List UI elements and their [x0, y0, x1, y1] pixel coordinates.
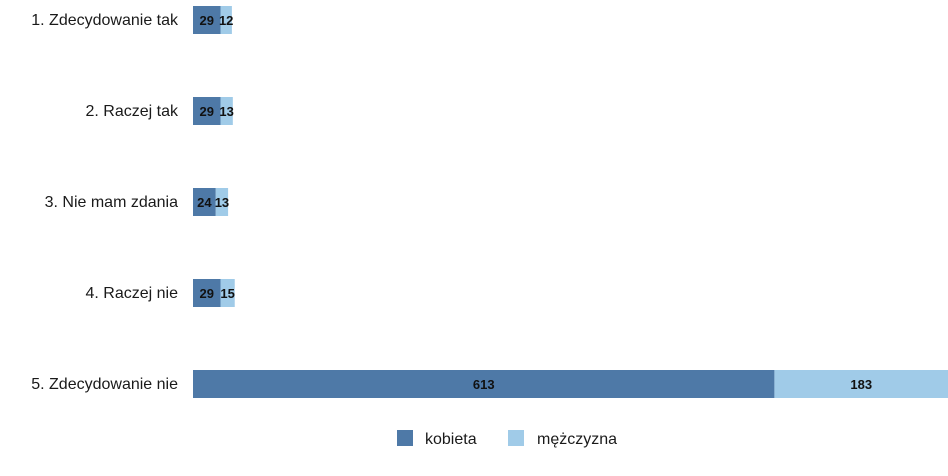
bar-segment-mezczyzna — [215, 188, 229, 216]
data-label: 29 — [200, 286, 214, 301]
legend-label: mężczyzna — [537, 431, 617, 448]
data-label: 183 — [850, 377, 872, 392]
category-label: 5. Zdecydowanie nie — [31, 376, 178, 393]
bars-layer — [193, 6, 948, 398]
category-label: 4. Raczej nie — [86, 285, 179, 302]
category-label: 1. Zdecydowanie tak — [31, 12, 179, 29]
category-labels: 1. Zdecydowanie tak 2. Raczej tak 3. Nie m… — [31, 12, 179, 393]
bar-segment-kobieta — [193, 188, 216, 216]
data-label: 29 — [200, 13, 214, 28]
bar-segment-mezczyzna — [774, 370, 948, 398]
legend-swatch — [397, 430, 413, 446]
data-label: 24 — [197, 195, 212, 210]
bar-segment-kobieta — [193, 279, 221, 307]
legend-label: kobieta — [425, 431, 477, 448]
data-label: 13 — [215, 195, 229, 210]
data-label: 12 — [219, 13, 233, 28]
bar-segment-kobieta — [193, 370, 775, 398]
category-label: 2. Raczej tak — [86, 103, 179, 120]
data-label: 13 — [219, 104, 233, 119]
bar-segment-mezczyzna — [220, 6, 232, 34]
legend: kobieta mężczyzna — [397, 430, 617, 448]
category-label: 3. Nie mam zdania — [45, 194, 178, 211]
data-label: 29 — [200, 104, 214, 119]
bar-segment-kobieta — [193, 6, 221, 34]
bar-segment-mezczyzna — [220, 279, 235, 307]
legend-swatch — [508, 430, 524, 446]
bar-segment-mezczyzna — [220, 97, 233, 125]
data-label: 15 — [220, 286, 234, 301]
data-label: 613 — [473, 377, 495, 392]
bar-segment-kobieta — [193, 97, 221, 125]
